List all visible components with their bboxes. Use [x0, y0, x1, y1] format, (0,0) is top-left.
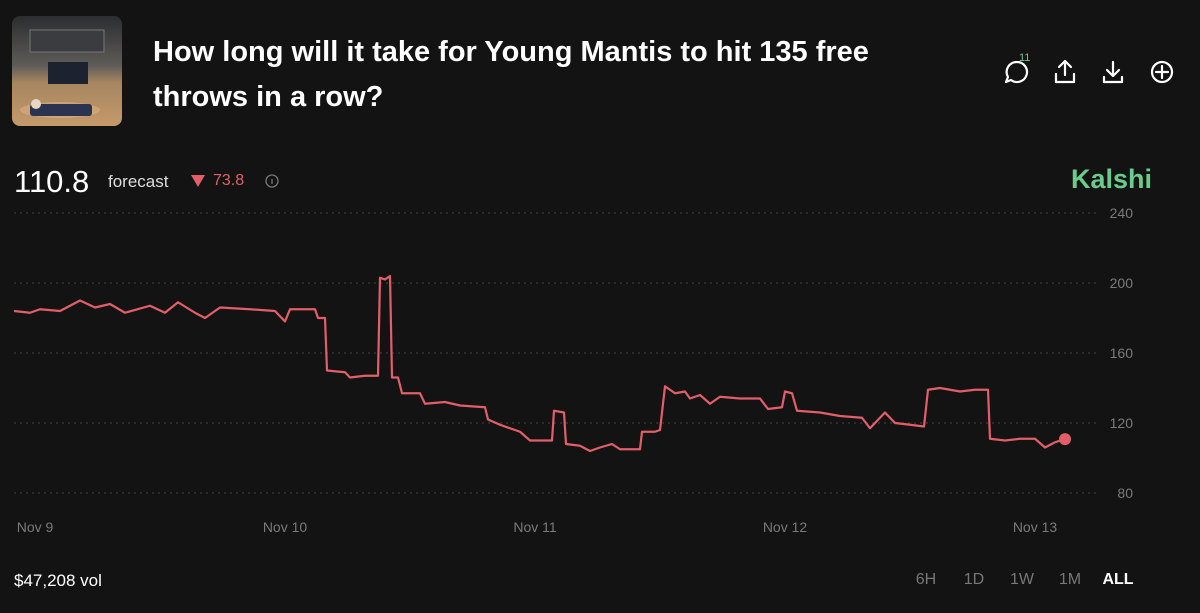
x-tick-label: Nov 12: [763, 519, 808, 535]
comment-icon[interactable]: [1004, 60, 1029, 84]
x-tick-label: Nov 9: [17, 519, 54, 535]
forecast-value: 110.8: [14, 164, 90, 199]
range-button[interactable]: ALL: [1102, 571, 1134, 588]
forecast-change: 73.8: [213, 172, 245, 189]
y-tick-label: 240: [1110, 205, 1134, 221]
toolbar: [1004, 59, 1174, 84]
range-button[interactable]: 1D: [963, 571, 985, 588]
down-triangle: [191, 175, 205, 187]
source-logo[interactable]: Kalshi: [1070, 164, 1152, 194]
volume: $47,208 vol: [14, 571, 102, 590]
range-button[interactable]: 6H: [915, 571, 937, 588]
thumbnail: [12, 16, 122, 126]
range-selector: 6H 1D 1W 1M ALL: [902, 571, 1142, 589]
last-point: [1059, 433, 1071, 446]
range-button[interactable]: 1M: [1058, 571, 1082, 588]
share-icon[interactable]: [1054, 59, 1076, 84]
market-title: How long will it take for Young Mantis t…: [153, 36, 869, 113]
y-tick-label: 160: [1110, 345, 1134, 361]
add-icon[interactable]: [1150, 60, 1174, 84]
forecast-label: forecast: [108, 172, 169, 191]
download-icon[interactable]: [1102, 60, 1124, 84]
y-tick-label: 80: [1117, 485, 1133, 501]
x-tick-label: Nov 11: [513, 519, 557, 535]
comment-count: 11: [1019, 52, 1031, 64]
info-icon[interactable]: [265, 174, 279, 188]
range-button[interactable]: 1W: [1010, 571, 1034, 588]
x-tick-label: Nov 10: [263, 519, 308, 535]
y-tick-label: 200: [1110, 275, 1134, 291]
x-tick-label: Nov 13: [1013, 519, 1058, 535]
price-line: [13, 274, 1066, 453]
y-tick-label: 120: [1110, 415, 1134, 431]
